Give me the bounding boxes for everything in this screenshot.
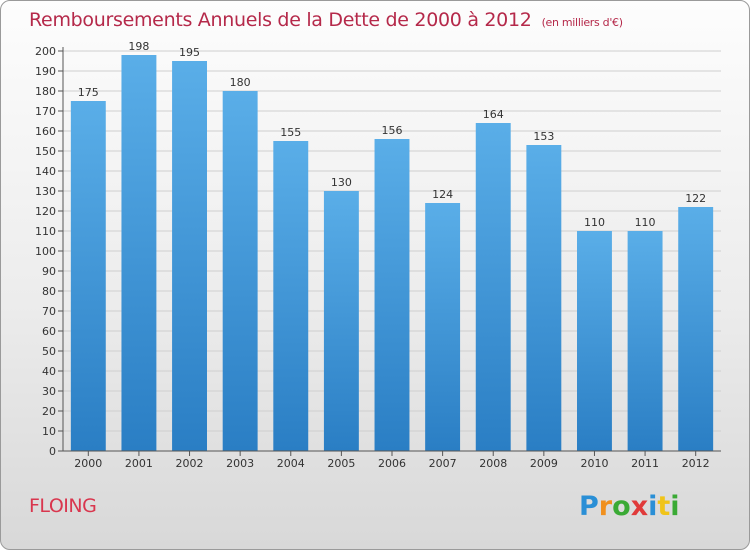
chart-title: Remboursements Annuels de la Dette de 20…	[29, 9, 623, 31]
data-label-2001: 198	[128, 40, 149, 53]
logo-letter: i	[648, 491, 658, 522]
logo-letter: x	[630, 491, 649, 522]
x-tick-label-2004: 2004	[277, 457, 305, 470]
bar-2007	[425, 203, 461, 451]
bar-2001	[121, 55, 157, 451]
x-tick-label-2011: 2011	[631, 457, 659, 470]
chart-subtitle: (en milliers d'€)	[541, 16, 623, 29]
bar-2011	[627, 231, 663, 451]
data-label-2011: 110	[635, 216, 656, 229]
x-tick-label-2006: 2006	[378, 457, 406, 470]
x-tick-label-2002: 2002	[176, 457, 204, 470]
y-tick-label: 100	[35, 245, 56, 258]
y-tick-label: 80	[42, 285, 56, 298]
y-tick-label: 0	[49, 445, 56, 458]
y-tick-label: 190	[35, 65, 56, 78]
bar-2008	[475, 123, 511, 451]
y-tick-label: 170	[35, 105, 56, 118]
x-tick-label-2009: 2009	[530, 457, 558, 470]
y-tick-label: 10	[42, 425, 56, 438]
y-tick-label: 120	[35, 205, 56, 218]
y-tick-label: 20	[42, 405, 56, 418]
x-tick-label-2007: 2007	[429, 457, 457, 470]
y-tick-label: 180	[35, 85, 56, 98]
data-label-2000: 175	[78, 86, 99, 99]
data-label-2005: 130	[331, 176, 352, 189]
data-label-2006: 156	[382, 124, 403, 137]
data-label-2003: 180	[230, 76, 251, 89]
data-label-2010: 110	[584, 216, 605, 229]
y-tick-label: 160	[35, 125, 56, 138]
logo-letter: r	[598, 491, 613, 522]
data-label-2012: 122	[685, 192, 706, 205]
bar-2004	[273, 141, 309, 451]
chart-title-text: Remboursements Annuels de la Dette de 20…	[29, 9, 532, 31]
x-tick-label-2001: 2001	[125, 457, 153, 470]
y-tick-label: 60	[42, 325, 56, 338]
x-tick-label-2005: 2005	[327, 457, 355, 470]
y-tick-label: 140	[35, 165, 56, 178]
data-label-2008: 164	[483, 108, 504, 121]
y-tick-label: 200	[35, 45, 56, 58]
y-tick-label: 70	[42, 305, 56, 318]
x-tick-label-2010: 2010	[580, 457, 608, 470]
logo-letter: o	[612, 491, 631, 522]
bar-2006	[374, 139, 410, 451]
bars: 175 198 195 180 155 130 156 124 164 153 110 110 122	[70, 40, 714, 451]
y-tick-label: 130	[35, 185, 56, 198]
proxiti-logo: Proxiti	[579, 491, 680, 522]
data-label-2002: 195	[179, 46, 200, 59]
y-tick-label: 110	[35, 225, 56, 238]
y-tick-label: 150	[35, 145, 56, 158]
y-tick-label: 40	[42, 365, 56, 378]
bar-2005	[323, 191, 359, 451]
data-label-2009: 153	[533, 130, 554, 143]
x-tick-label-2012: 2012	[682, 457, 710, 470]
y-tick-label: 90	[42, 265, 56, 278]
logo-letter: i	[670, 491, 680, 522]
data-label-2007: 124	[432, 188, 453, 201]
logo-letter: t	[657, 491, 671, 522]
bar-2000	[70, 101, 106, 451]
bar-2003	[222, 91, 258, 451]
x-tick-label-2008: 2008	[479, 457, 507, 470]
x-tick-label-2003: 2003	[226, 457, 254, 470]
y-tick-label: 30	[42, 385, 56, 398]
bar-2009	[526, 145, 562, 451]
bar-2002	[172, 61, 208, 451]
data-label-2004: 155	[280, 126, 301, 139]
y-tick-label: 50	[42, 345, 56, 358]
location-label: FLOING	[29, 495, 97, 517]
x-tick-label-2000: 2000	[74, 457, 102, 470]
bar-2012	[678, 207, 714, 451]
bar-2010	[576, 231, 612, 451]
axes: 0 10 20 30 40 50 60 70 80 90 100 110 120 130 140 150 160…	[35, 45, 721, 470]
logo-letter: P	[579, 491, 599, 522]
